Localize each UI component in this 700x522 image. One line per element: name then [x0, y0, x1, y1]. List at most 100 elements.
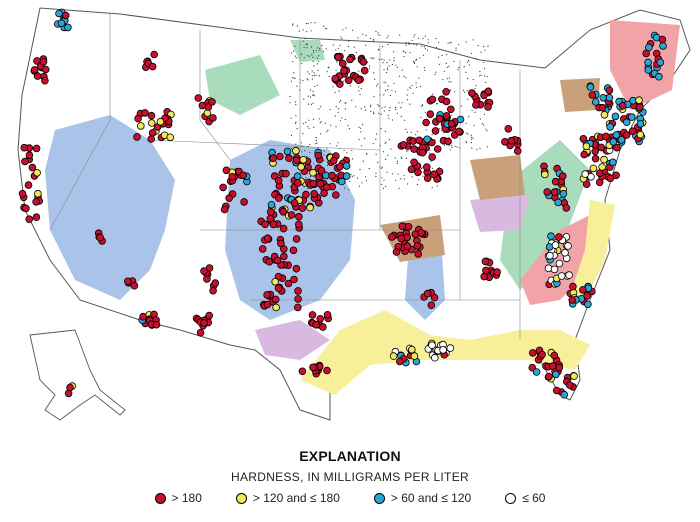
sample-site-dot: [555, 259, 564, 268]
sample-site-dot: [595, 169, 604, 178]
sample-site-dot: [417, 229, 426, 237]
sample-site-dot: [310, 190, 319, 198]
sample-site-dot: [220, 205, 229, 214]
sample-site-dot: [130, 281, 139, 290]
sample-site-dot: [446, 105, 455, 114]
sample-site-dot: [606, 174, 615, 183]
sample-site-dot: [148, 129, 157, 137]
sample-site-dot: [532, 368, 541, 376]
sample-site-dot: [480, 272, 489, 281]
sample-site-dot: [61, 11, 70, 20]
sample-site-dot: [481, 257, 490, 266]
sample-site-dot: [588, 91, 597, 99]
sample-site-dot: [398, 222, 407, 231]
sample-site-dot: [428, 153, 437, 161]
sample-site-dot: [455, 127, 463, 136]
sample-site-dot: [589, 164, 598, 173]
sample-site-dot: [644, 66, 653, 74]
sample-site-dot: [395, 357, 404, 366]
sample-site-dot: [642, 49, 650, 58]
sample-site-dot: [219, 183, 227, 192]
aquifer-green-north: [290, 40, 325, 62]
sample-site-dot: [137, 122, 145, 130]
sample-site-dot: [328, 171, 336, 180]
sample-site-dot: [32, 144, 41, 153]
sample-site-dot: [293, 172, 302, 181]
sample-site-dot: [551, 241, 560, 249]
sample-site-dot: [320, 189, 328, 198]
sample-site-dot: [415, 136, 424, 145]
sample-site-dot: [147, 135, 156, 143]
sample-site-dot: [611, 112, 620, 121]
sample-site-dot: [273, 256, 282, 265]
sample-site-dot: [32, 213, 41, 222]
sample-site-dot: [292, 264, 301, 273]
sample-site-dot: [501, 138, 509, 146]
sample-site-dot: [25, 151, 34, 160]
sample-site-dot: [196, 328, 205, 337]
sample-site-dot: [597, 143, 606, 152]
sample-site-dot: [570, 372, 578, 380]
sample-site-dot: [591, 147, 599, 156]
sample-site-dot: [209, 286, 217, 295]
sample-site-dot: [276, 152, 284, 161]
sample-site-dot: [279, 224, 288, 233]
alaska-inset: [29, 329, 126, 421]
sample-site-dot: [442, 112, 451, 120]
sample-site-dot: [194, 94, 203, 102]
sample-site-dot: [294, 220, 303, 229]
sample-site-dot: [433, 145, 442, 153]
sample-site-dot: [331, 74, 340, 83]
legend-white-dot-icon: [505, 492, 517, 504]
sample-site-dot: [407, 165, 416, 174]
sample-site-dot: [274, 176, 283, 185]
sample-site-dot: [446, 344, 455, 352]
sample-site-dot: [267, 201, 276, 209]
sample-site-dot: [124, 277, 132, 286]
sample-site-dot: [591, 154, 600, 163]
sample-site-dot: [435, 114, 444, 123]
sample-site-dot: [507, 136, 516, 145]
sample-site-dot: [428, 341, 436, 350]
sample-site-dot: [561, 248, 569, 257]
sample-site-dot: [269, 154, 278, 163]
sample-site-dot: [617, 136, 626, 144]
sample-site-dot: [22, 204, 30, 213]
sample-site-dot: [482, 266, 490, 275]
sample-site-dot: [456, 115, 465, 124]
sample-site-dot: [309, 179, 318, 188]
sample-site-dot: [659, 42, 667, 50]
sample-site-dot: [392, 248, 401, 256]
sample-site-dot: [484, 87, 493, 96]
sample-site-dot: [354, 76, 363, 84]
sample-site-dot: [200, 319, 208, 327]
sample-site-dot: [282, 169, 290, 178]
sample-site-dot: [444, 137, 452, 146]
sample-site-dot: [18, 189, 27, 198]
sample-site-dot: [644, 58, 652, 67]
sample-site-dot: [543, 188, 551, 196]
legend-red-dot-icon: [154, 492, 166, 504]
sample-site-dot: [200, 267, 208, 275]
sample-site-dot: [655, 72, 663, 81]
sample-site-dot: [389, 352, 398, 360]
sample-site-dot: [166, 133, 175, 142]
sample-site-dot: [540, 170, 549, 179]
sample-site-dot: [147, 119, 156, 127]
sample-site-dot: [283, 147, 292, 156]
sample-site-dot: [319, 323, 327, 331]
sample-site-dot: [562, 204, 571, 212]
sample-site-dot: [582, 180, 591, 189]
sample-site-dot: [205, 311, 214, 320]
sample-site-dot: [414, 250, 423, 258]
sample-site-dot: [309, 363, 317, 372]
sample-site-dot: [426, 110, 435, 118]
aquifer-yellow-atlantic: [570, 200, 615, 300]
sample-site-dot: [308, 311, 317, 319]
sample-site-dot: [410, 145, 418, 153]
sample-site-dot: [294, 179, 302, 187]
sample-site-dot: [24, 181, 33, 189]
sample-site-dot: [423, 174, 432, 183]
sample-site-dot: [388, 233, 396, 241]
sample-site-dot: [317, 166, 326, 175]
